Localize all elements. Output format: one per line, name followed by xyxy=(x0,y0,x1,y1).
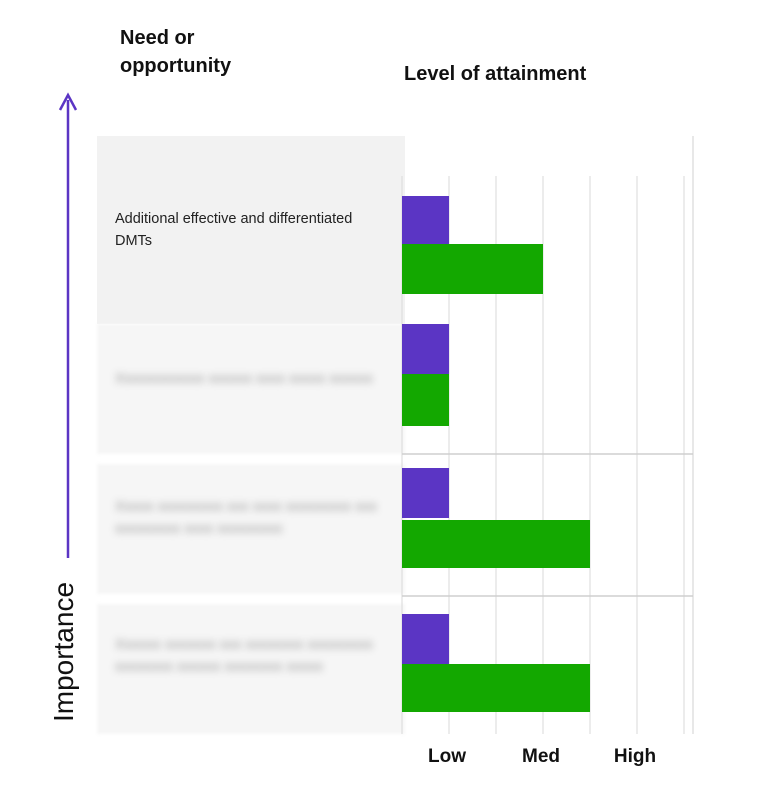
need-or-opportunity-header: Need or opportunity xyxy=(120,24,231,80)
need-header-line-1: Need or xyxy=(120,27,195,49)
x-tick-label-high: High xyxy=(613,746,657,767)
row-label-2: Xxxxx xxxxxxxxx xxx xxxx xxxxxxxxx xxx x… xyxy=(115,499,377,537)
bar-row-0-series-0 xyxy=(402,196,449,244)
bar-row-3-series-0 xyxy=(402,614,449,664)
row-panel-0: Additional effective and differentiated … xyxy=(97,136,405,324)
bar-row-3-series-1 xyxy=(402,664,590,712)
row-label-1: Xxxxxxxxxxxx xxxxxx xxxx xxxxx xxxxxx xyxy=(115,371,373,387)
level-of-attainment-header: Level of attainment xyxy=(404,63,587,85)
need-header-line-2: opportunity xyxy=(120,55,232,77)
row-panel-2: Xxxxx xxxxxxxxx xxx xxxx xxxxxxxxx xxx x… xyxy=(97,464,405,594)
chart-bars xyxy=(402,196,590,712)
bar-row-0-series-1 xyxy=(402,244,543,294)
bar-row-1-series-1 xyxy=(402,374,449,426)
bar-row-2-series-1 xyxy=(402,520,590,568)
x-tick-label-low: Low xyxy=(428,746,466,767)
importance-arrow-icon xyxy=(58,92,78,111)
x-tick-label-med: Med xyxy=(522,746,560,767)
row-panel-3: Xxxxxx xxxxxxx xxx xxxxxxxx xxxxxxxxx xx… xyxy=(97,604,405,734)
bar-row-1-series-0 xyxy=(402,324,449,374)
row-label-3: Xxxxxx xxxxxxx xxx xxxxxxxx xxxxxxxxx xx… xyxy=(115,637,373,675)
row-label-0: Additional effective and differentiated … xyxy=(115,211,353,249)
row-panel-1: Xxxxxxxxxxxx xxxxxx xxxx xxxxx xxxxxx xyxy=(97,324,405,454)
bar-row-2-series-0 xyxy=(402,468,449,518)
